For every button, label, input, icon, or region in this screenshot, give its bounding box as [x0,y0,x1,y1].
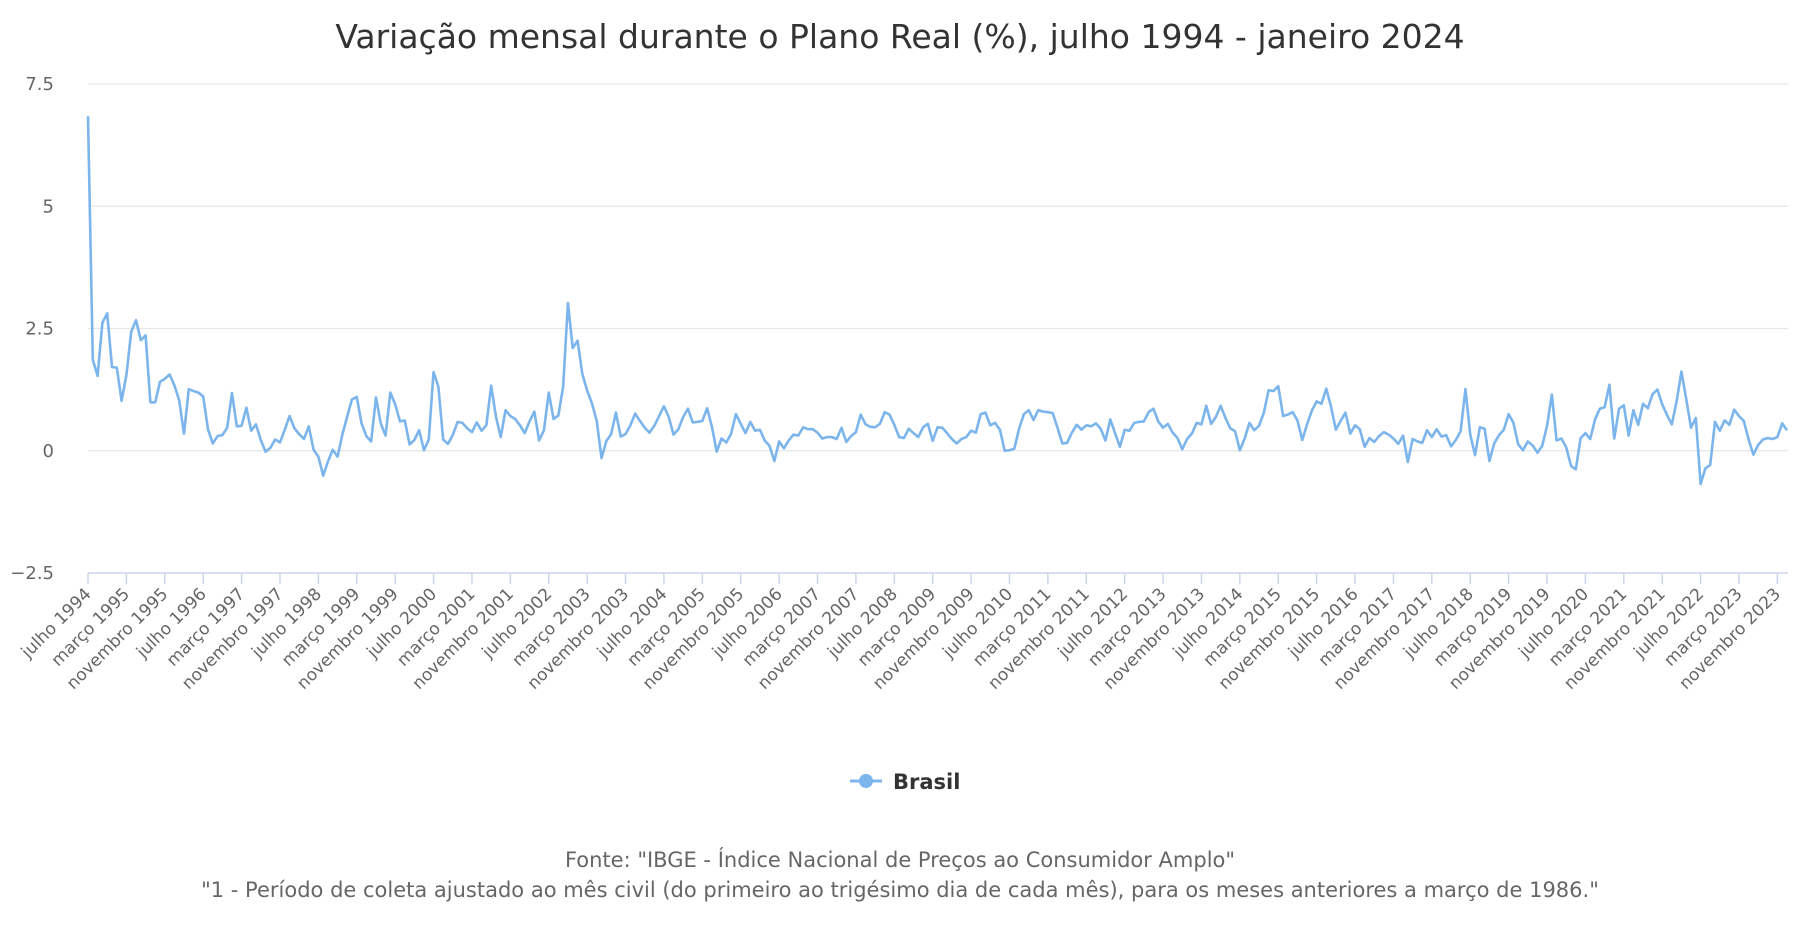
legend-circle-symbol [859,774,873,788]
y-axis: −2.5 0 2.5 5 7.5 [10,74,54,584]
series-brasil[interactable] [86,115,1789,486]
y-tick-label: −2.5 [10,563,54,584]
y-tick-label: 5 [43,196,54,217]
y-tick-label: 0 [43,441,54,462]
legend-item-brasil[interactable]: Brasil [850,770,960,794]
credit-note: "1 - Período de coleta ajustado ao mês c… [201,878,1599,902]
y-tick-label: 2.5 [25,319,54,340]
y-tick-label: 7.5 [25,74,54,95]
chart-title: Variação mensal durante o Plano Real (%)… [335,17,1464,56]
y-gridlines [88,83,1788,452]
credit-source: Fonte: "IBGE - Índice Nacional de Preços… [565,847,1235,872]
series-line[interactable] [86,116,1789,486]
legend-label: Brasil [893,770,960,794]
